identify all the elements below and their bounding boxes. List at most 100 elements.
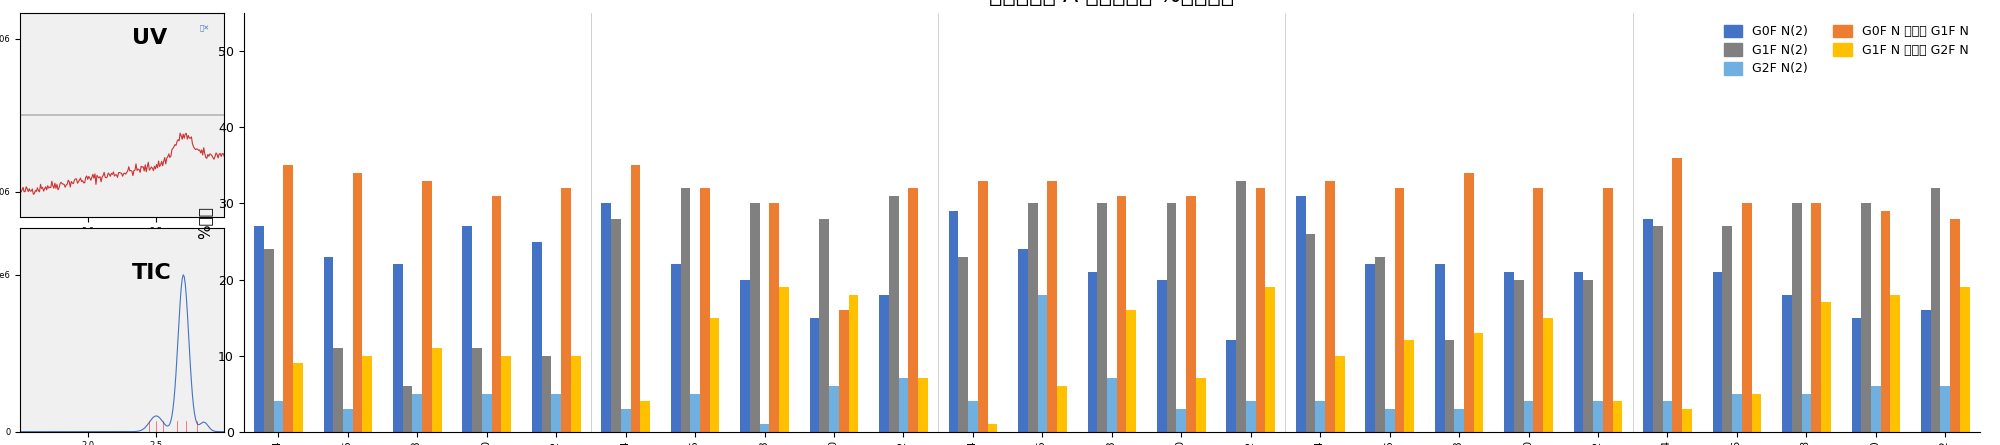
Legend: G0F N(2), G1F N(2), G2F N(2), G0F N および G1F N, G1F N および G2F N: G0F N(2), G1F N(2), G2F N(2), G0F N および … (1718, 20, 1974, 81)
Bar (740, 279, 750, 432)
Bar (948, 211, 958, 432)
Bar (612, 218, 620, 432)
Bar (1384, 409, 1394, 432)
Bar (462, 227, 472, 432)
Bar (1890, 295, 1900, 432)
Bar (402, 386, 412, 432)
Bar (1732, 394, 1742, 432)
Bar (492, 196, 502, 432)
Bar (670, 264, 680, 432)
Bar (780, 287, 788, 432)
Bar (342, 409, 352, 432)
Bar (542, 356, 552, 432)
Bar (1404, 340, 1414, 432)
Bar (274, 401, 284, 432)
Bar (750, 203, 760, 432)
Bar (1782, 295, 1792, 432)
Bar (1464, 173, 1474, 432)
Bar (1196, 378, 1206, 432)
Bar (1296, 196, 1306, 432)
Bar (630, 166, 640, 432)
Bar (1038, 295, 1048, 432)
Bar (1534, 188, 1544, 432)
Bar (1930, 188, 1940, 432)
Bar (1950, 218, 1960, 432)
Bar (362, 356, 372, 432)
Bar (1574, 272, 1584, 432)
Bar (1246, 401, 1256, 432)
Bar (1376, 257, 1384, 432)
Bar (1316, 401, 1326, 432)
Bar (1126, 310, 1136, 432)
Bar (254, 227, 264, 432)
Bar (394, 264, 402, 432)
Bar (602, 203, 612, 432)
Bar (502, 356, 512, 432)
Bar (918, 378, 928, 432)
Bar (1474, 333, 1484, 432)
Bar (334, 348, 342, 432)
Bar (1326, 181, 1334, 432)
Bar (1712, 272, 1722, 432)
Title: プロテイン A 精製からの %糖鎖分布: プロテイン A 精製からの %糖鎖分布 (990, 0, 1234, 6)
Bar (1256, 188, 1266, 432)
Bar (562, 188, 570, 432)
Bar (1862, 203, 1870, 432)
Bar (264, 249, 274, 432)
Bar (1652, 227, 1662, 432)
Bar (292, 363, 302, 432)
Bar (1366, 264, 1376, 432)
Bar (1028, 203, 1038, 432)
Bar (1394, 188, 1404, 432)
Bar (820, 218, 830, 432)
Bar (830, 386, 838, 432)
Bar (1454, 409, 1464, 432)
Bar (412, 394, 422, 432)
Bar (978, 181, 988, 432)
Bar (760, 424, 770, 432)
Bar (1672, 158, 1682, 432)
Bar (1852, 318, 1862, 432)
Bar (1236, 181, 1246, 432)
Bar (810, 318, 820, 432)
Bar (1306, 234, 1316, 432)
Bar (1226, 340, 1236, 432)
Bar (680, 188, 690, 432)
Bar (1960, 287, 1970, 432)
Text: 🔗✕: 🔗✕ (200, 24, 210, 31)
Text: TIC: TIC (132, 263, 172, 283)
Bar (1644, 218, 1652, 432)
Bar (1514, 279, 1524, 432)
Bar (770, 203, 780, 432)
Bar (620, 409, 630, 432)
Bar (690, 394, 700, 432)
Bar (1820, 302, 1830, 432)
Bar (1880, 211, 1890, 432)
Bar (888, 196, 898, 432)
Bar (1920, 310, 1930, 432)
Bar (1584, 279, 1594, 432)
Bar (1116, 196, 1126, 432)
Bar (1444, 340, 1454, 432)
Bar (1106, 378, 1116, 432)
Bar (958, 257, 968, 432)
Bar (1870, 386, 1880, 432)
Bar (1018, 249, 1028, 432)
Bar (700, 188, 710, 432)
Bar (1088, 272, 1098, 432)
Bar (968, 401, 978, 432)
Bar (1612, 401, 1622, 432)
Bar (1504, 272, 1514, 432)
Bar (1334, 356, 1344, 432)
Bar (1602, 188, 1612, 432)
Bar (432, 348, 442, 432)
Bar (898, 378, 908, 432)
Bar (422, 181, 432, 432)
Bar (838, 310, 848, 432)
Bar (352, 173, 362, 432)
Bar (1186, 196, 1196, 432)
Bar (472, 348, 482, 432)
Bar (284, 166, 292, 432)
Bar (482, 394, 492, 432)
Bar (1266, 287, 1276, 432)
